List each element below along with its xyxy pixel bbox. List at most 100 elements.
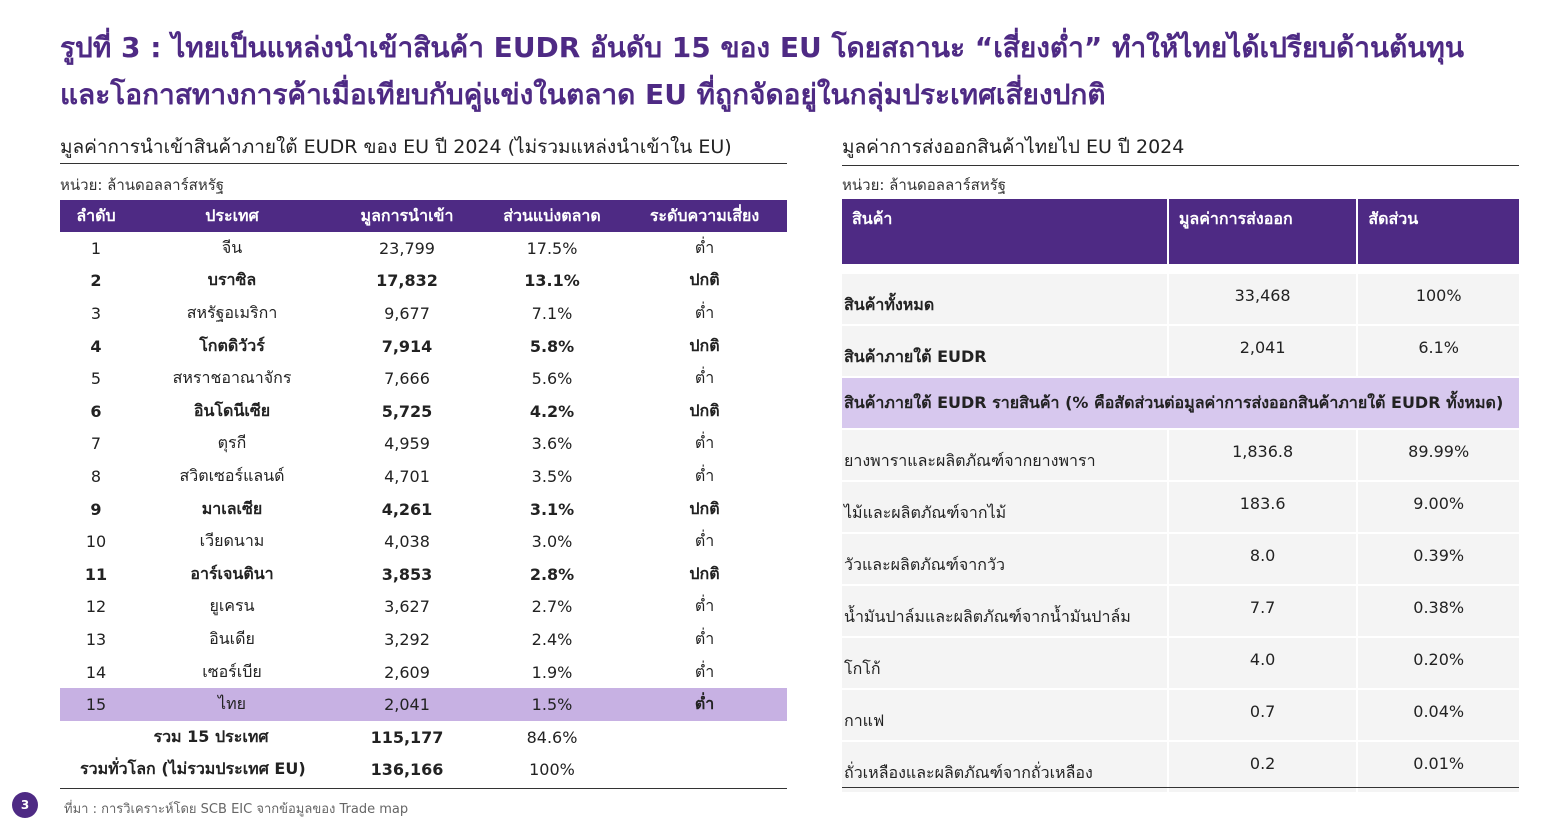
cell-export-value: 0.7 (1168, 690, 1359, 742)
cell-risk: ต่ำ (694, 237, 715, 257)
total-share: 100% (529, 760, 575, 780)
col-value: มูลการนำเข้า (332, 200, 482, 232)
left-bottom-divider (60, 788, 787, 789)
cell-rank: 7 (90, 434, 102, 454)
table-row: 5 สหราชอาณาจักร 7,666 5.6% ต่ำ (60, 362, 787, 395)
cell-share: 13.1% (524, 271, 580, 291)
cell-risk: ต่ำ (694, 661, 715, 681)
col-export-value: มูลค่าการส่งออก (1168, 199, 1359, 264)
table-row: ไม้และผลิตภัณฑ์จากไม้ 183.6 9.00% (842, 482, 1519, 534)
right-subtitle: มูลค่าการส่งออกสินค้าไทยไป EU ปี 2024 (842, 136, 1185, 158)
cell-country: อาร์เจนตินา (190, 563, 274, 583)
cell-country: เซอร์เบีย (202, 661, 262, 681)
cell-risk: ปกติ (689, 498, 720, 518)
cell-export-value: 1,836.8 (1168, 430, 1359, 482)
cell-proportion: 9.00% (1358, 482, 1519, 534)
cell-product: สินค้าทั้งหมด (842, 274, 1169, 326)
cell-product: กาแฟ (842, 690, 1169, 742)
cell-export-value: 2,041 (1168, 326, 1359, 378)
cell-risk: ต่ำ (694, 302, 715, 322)
total-empty (622, 721, 787, 754)
cell-share: 2.7% (531, 597, 573, 617)
cell-share: 3.1% (529, 499, 575, 519)
cell-proportion: 0.39% (1358, 534, 1519, 586)
cell-share: 5.8% (529, 336, 575, 356)
cell-value: 9,677 (384, 303, 430, 323)
cell-product: โกโก้ (842, 638, 1169, 690)
cell-rank: 6 (90, 401, 102, 421)
table-row: 12 ยูเครน 3,627 2.7% ต่ำ (60, 591, 787, 624)
cell-proportion: 6.1% (1358, 326, 1519, 378)
table-row: กาแฟ 0.7 0.04% (842, 690, 1519, 742)
table-row: 7 ตุรกี 4,959 3.6% ต่ำ (60, 428, 787, 461)
cell-product: น้ำมันปาล์มและผลิตภัณฑ์จากน้ำมันปาล์ม (842, 586, 1169, 638)
cell-export-value: 0.2 (1168, 742, 1359, 794)
cell-country: มาเลเซีย (201, 498, 263, 518)
cell-share: 3.0% (531, 532, 573, 552)
col-product: สินค้า (842, 199, 1169, 264)
table-row: 4 โกตดิวัวร์ 7,914 5.8% ปกติ (60, 330, 787, 363)
cell-country: ตุรกี (217, 433, 247, 453)
cell-country: สหรัฐอเมริกา (186, 302, 278, 322)
cell-value: 2,041 (332, 688, 482, 721)
left-divider (60, 163, 787, 164)
cell-rank: 2 (90, 271, 102, 291)
table-row: 1 จีน 23,799 17.5% ต่ำ (60, 232, 787, 265)
cell-product: ไม้และผลิตภัณฑ์จากไม้ (842, 482, 1169, 534)
cell-risk: ปกติ (689, 563, 720, 583)
cell-country: เวียดนาม (199, 531, 265, 551)
cell-value: 5,725 (381, 401, 433, 421)
table-row: 3 สหรัฐอเมริกา 9,677 7.1% ต่ำ (60, 297, 787, 330)
cell-share: 1.5% (482, 688, 622, 721)
cell-value: 23,799 (379, 238, 435, 258)
right-bottom-divider (842, 787, 1519, 788)
left-unit: หน่วย: ล้านดอลลาร์สหรัฐ (60, 176, 225, 194)
cell-proportion: 0.04% (1358, 690, 1519, 742)
cell-value: 7,666 (384, 369, 430, 389)
cell-share: 5.6% (531, 369, 573, 389)
cell-share: 3.6% (531, 434, 573, 454)
table-row: 13 อินเดีย 3,292 2.4% ต่ำ (60, 623, 787, 656)
table-row: 11 อาร์เจนตินา 3,853 2.8% ปกติ (60, 558, 787, 591)
cell-export-value: 7.7 (1168, 586, 1359, 638)
cell-rank: 11 (84, 564, 108, 584)
total-value: 136,166 (370, 760, 444, 780)
cell-risk: ต่ำ (694, 465, 715, 485)
total-world-row: รวมทั่วโลก (ไม่รวมประเทศ EU) 136,166 100% (60, 754, 787, 787)
total-share: 84.6% (526, 727, 578, 747)
export-table: สินค้า มูลค่าการส่งออก สัดส่วน สินค้าทั้… (842, 199, 1519, 794)
table-row: น้ำมันปาล์มและผลิตภัณฑ์จากน้ำมันปาล์ม 7.7… (842, 586, 1519, 638)
page-number: 3 (12, 792, 38, 818)
cell-share: 2.8% (529, 564, 575, 584)
cell-country: ยูเครน (209, 596, 255, 616)
cell-country: สหราชอาณาจักร (172, 368, 292, 388)
cell-value: 3,853 (381, 564, 433, 584)
col-country: ประเทศ (132, 200, 332, 232)
col-risk: ระดับความเสี่ยง (622, 200, 787, 232)
cell-rank: 5 (90, 369, 102, 389)
cell-proportion: 0.20% (1358, 638, 1519, 690)
cell-rank: 14 (85, 662, 107, 682)
table-row: 9 มาเลเซีย 4,261 3.1% ปกติ (60, 493, 787, 526)
cell-export-value: 4.0 (1168, 638, 1359, 690)
total-label: รวม 15 ประเทศ (153, 726, 269, 746)
section-label: สินค้าภายใต้ EUDR รายสินค้า (% คือสัดส่ว… (842, 378, 1519, 430)
cell-risk: ต่ำ (694, 531, 715, 551)
cell-rank: 3 (90, 303, 102, 323)
cell-value: 17,832 (376, 271, 438, 291)
total-label: รวมทั่วโลก (ไม่รวมประเทศ EU) (80, 759, 306, 779)
col-proportion: สัดส่วน (1358, 199, 1519, 264)
import-table: ลำดับ ประเทศ มูลการนำเข้า ส่วนแบ่งตลาด ร… (60, 200, 787, 786)
cell-share: 3.5% (531, 466, 573, 486)
table-row: ยางพาราและผลิตภัณฑ์จากยางพารา 1,836.8 89.9… (842, 430, 1519, 482)
table-row: 8 สวิตเซอร์แลนด์ 4,701 3.5% ต่ำ (60, 460, 787, 493)
table-row: 10 เวียดนาม 4,038 3.0% ต่ำ (60, 525, 787, 558)
cell-risk: ปกติ (689, 400, 720, 420)
cell-share: 7.1% (531, 303, 573, 323)
cell-rank: 15 (60, 688, 132, 721)
cell-product: ยางพาราและผลิตภัณฑ์จากยางพารา (842, 430, 1169, 482)
cell-export-value: 8.0 (1168, 534, 1359, 586)
table-row: 6 อินโดนีเซีย 5,725 4.2% ปกติ (60, 395, 787, 428)
cell-risk: ต่ำ (694, 628, 715, 648)
cell-risk: ต่ำ (622, 688, 787, 721)
